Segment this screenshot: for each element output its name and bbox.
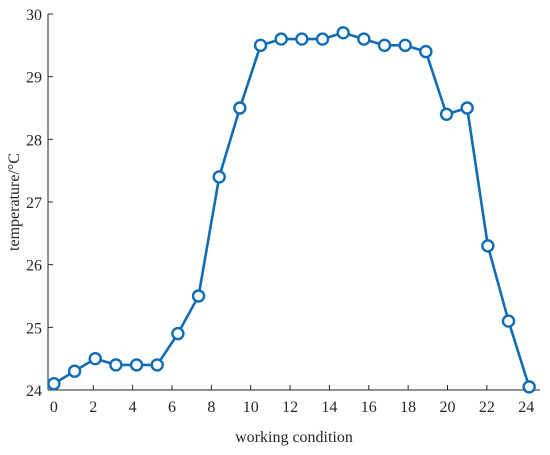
y-tick-label: 30	[26, 7, 42, 24]
data-point	[295, 32, 309, 46]
data-point	[233, 101, 247, 115]
data-point	[398, 38, 412, 53]
x-tick-label: 4	[129, 399, 137, 416]
axes	[47, 14, 540, 391]
x-tick-label: 0	[50, 399, 58, 416]
x-tick-label: 22	[479, 399, 495, 416]
data-point	[67, 364, 82, 378]
data-point	[191, 289, 206, 303]
x-tick-label: 16	[361, 399, 377, 416]
x-tick-label: 2	[89, 399, 97, 416]
data-point	[419, 44, 433, 59]
y-tick-label: 28	[26, 132, 42, 149]
y-tick-label: 26	[26, 258, 42, 275]
x-tick-label: 6	[168, 399, 176, 416]
x-tick-label: 18	[400, 399, 416, 416]
y-tick-label: 24	[26, 383, 42, 400]
x-tick-label: 20	[440, 399, 456, 416]
x-axis-title: working condition	[235, 429, 353, 446]
data-point	[522, 380, 536, 394]
data-point	[274, 32, 288, 46]
data-point	[212, 170, 226, 184]
data-point	[336, 26, 350, 40]
series	[47, 26, 536, 394]
data-point	[315, 32, 330, 46]
y-tick-label: 25	[26, 320, 42, 337]
data-point	[150, 358, 164, 372]
data-point	[501, 314, 516, 328]
data-point	[171, 326, 185, 341]
data-point	[481, 239, 495, 253]
x-tick-label: 24	[518, 399, 534, 416]
y-tick-label: 27	[26, 195, 42, 212]
x-tick-label: 12	[282, 399, 298, 416]
series-line	[53, 31, 531, 388]
data-point	[129, 358, 144, 372]
x-tick-label: 8	[207, 399, 215, 416]
data-point	[47, 377, 61, 391]
data-point	[88, 351, 102, 366]
data-point	[357, 32, 371, 46]
data-point	[109, 358, 123, 372]
x-tick-label: 14	[321, 399, 337, 416]
data-point	[439, 107, 454, 121]
data-point	[460, 101, 474, 115]
y-tick-label: 29	[26, 70, 42, 87]
x-tick-label: 10	[243, 399, 259, 416]
data-point	[253, 38, 268, 53]
data-point	[377, 38, 392, 53]
y-axis-title: temperature/°C	[6, 153, 23, 251]
